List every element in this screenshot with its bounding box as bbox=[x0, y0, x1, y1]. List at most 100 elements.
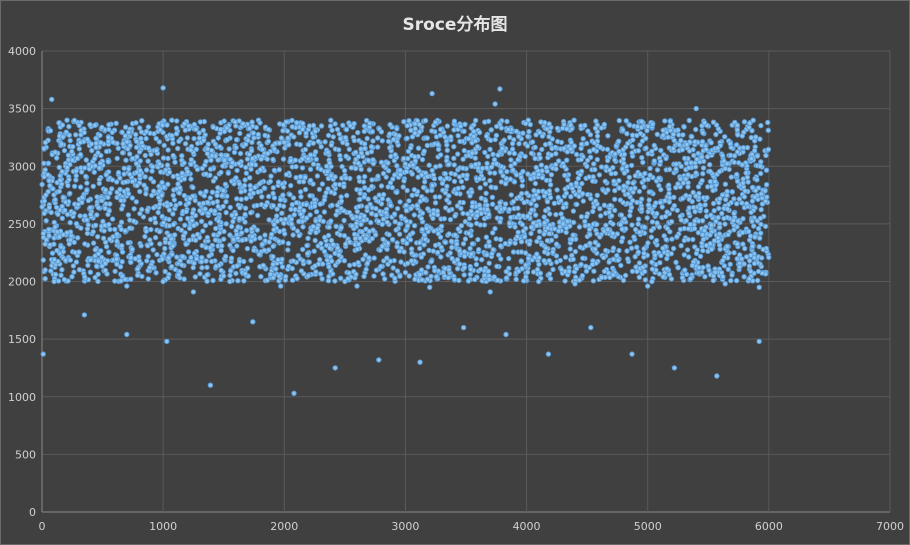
data-point bbox=[476, 176, 483, 182]
data-point bbox=[312, 203, 318, 209]
data-point bbox=[753, 187, 759, 194]
data-point bbox=[641, 184, 647, 190]
data-point bbox=[438, 223, 445, 230]
data-point bbox=[42, 241, 48, 247]
data-point bbox=[539, 175, 546, 181]
data-point bbox=[460, 165, 466, 171]
data-point bbox=[58, 244, 64, 250]
data-point bbox=[85, 262, 91, 268]
data-point bbox=[134, 154, 140, 160]
data-point bbox=[353, 271, 359, 277]
data-point bbox=[293, 200, 300, 206]
data-point bbox=[262, 238, 268, 244]
data-point bbox=[65, 182, 71, 189]
data-point bbox=[379, 196, 385, 202]
data-point bbox=[745, 179, 751, 185]
data-point bbox=[67, 137, 73, 144]
data-point bbox=[705, 263, 711, 269]
data-point bbox=[177, 185, 183, 191]
data-point bbox=[271, 167, 278, 174]
data-point bbox=[697, 206, 704, 212]
data-point bbox=[123, 179, 129, 185]
data-point bbox=[512, 160, 518, 167]
data-point bbox=[731, 227, 737, 233]
data-point bbox=[747, 233, 754, 239]
data-point bbox=[497, 86, 503, 92]
data-point bbox=[707, 168, 713, 175]
data-point bbox=[756, 284, 762, 290]
data-point bbox=[102, 222, 108, 228]
data-point bbox=[332, 121, 338, 127]
data-point bbox=[239, 237, 245, 243]
data-point bbox=[458, 178, 465, 185]
data-point bbox=[715, 235, 721, 241]
data-point bbox=[501, 137, 507, 143]
data-point bbox=[191, 222, 197, 229]
data-point bbox=[71, 269, 77, 275]
data-point bbox=[670, 245, 677, 252]
data-point bbox=[392, 172, 398, 178]
data-point bbox=[407, 237, 414, 243]
data-point bbox=[656, 175, 662, 181]
data-point bbox=[188, 157, 195, 163]
data-point bbox=[73, 221, 80, 227]
data-point bbox=[113, 256, 120, 262]
data-point bbox=[371, 273, 377, 279]
data-point bbox=[161, 251, 167, 257]
data-point bbox=[536, 278, 542, 285]
data-point bbox=[563, 190, 569, 196]
data-point bbox=[693, 193, 699, 199]
data-point bbox=[296, 232, 302, 239]
data-point bbox=[553, 151, 559, 157]
data-point bbox=[288, 206, 294, 213]
data-point bbox=[619, 166, 625, 172]
data-point bbox=[617, 197, 624, 203]
data-point bbox=[526, 128, 532, 135]
data-point bbox=[143, 135, 149, 142]
data-point bbox=[455, 151, 461, 157]
data-point bbox=[281, 139, 287, 146]
data-point bbox=[711, 208, 717, 214]
data-point bbox=[628, 204, 635, 211]
data-point bbox=[751, 223, 757, 229]
data-point bbox=[512, 240, 518, 246]
data-point bbox=[307, 166, 314, 173]
data-point bbox=[426, 162, 432, 168]
data-point bbox=[344, 192, 350, 199]
data-point bbox=[474, 213, 480, 219]
data-point bbox=[215, 203, 221, 210]
data-point bbox=[456, 261, 463, 267]
data-point bbox=[642, 277, 649, 283]
data-point bbox=[290, 195, 297, 201]
data-point bbox=[502, 181, 509, 187]
data-point bbox=[601, 202, 608, 208]
data-point bbox=[621, 187, 627, 194]
data-point bbox=[560, 204, 567, 211]
data-point bbox=[368, 144, 375, 150]
data-point bbox=[328, 218, 334, 224]
data-point bbox=[203, 188, 209, 195]
data-point bbox=[236, 181, 243, 187]
data-point bbox=[626, 174, 632, 181]
data-point bbox=[471, 128, 477, 135]
data-point bbox=[222, 181, 229, 188]
data-point bbox=[173, 131, 180, 137]
data-point bbox=[174, 254, 180, 260]
data-point bbox=[605, 133, 611, 139]
data-point bbox=[444, 147, 450, 154]
data-point bbox=[473, 256, 479, 262]
data-point bbox=[616, 185, 622, 191]
data-point bbox=[635, 221, 641, 227]
data-point bbox=[485, 118, 492, 125]
data-point bbox=[220, 203, 226, 210]
data-point bbox=[636, 274, 642, 280]
data-point bbox=[473, 261, 480, 268]
data-point bbox=[482, 149, 488, 156]
data-point bbox=[369, 129, 375, 135]
data-point bbox=[326, 224, 332, 230]
data-point bbox=[667, 229, 673, 235]
data-point bbox=[355, 160, 361, 166]
data-point bbox=[203, 158, 209, 165]
data-point bbox=[754, 177, 760, 183]
data-point bbox=[177, 200, 183, 207]
